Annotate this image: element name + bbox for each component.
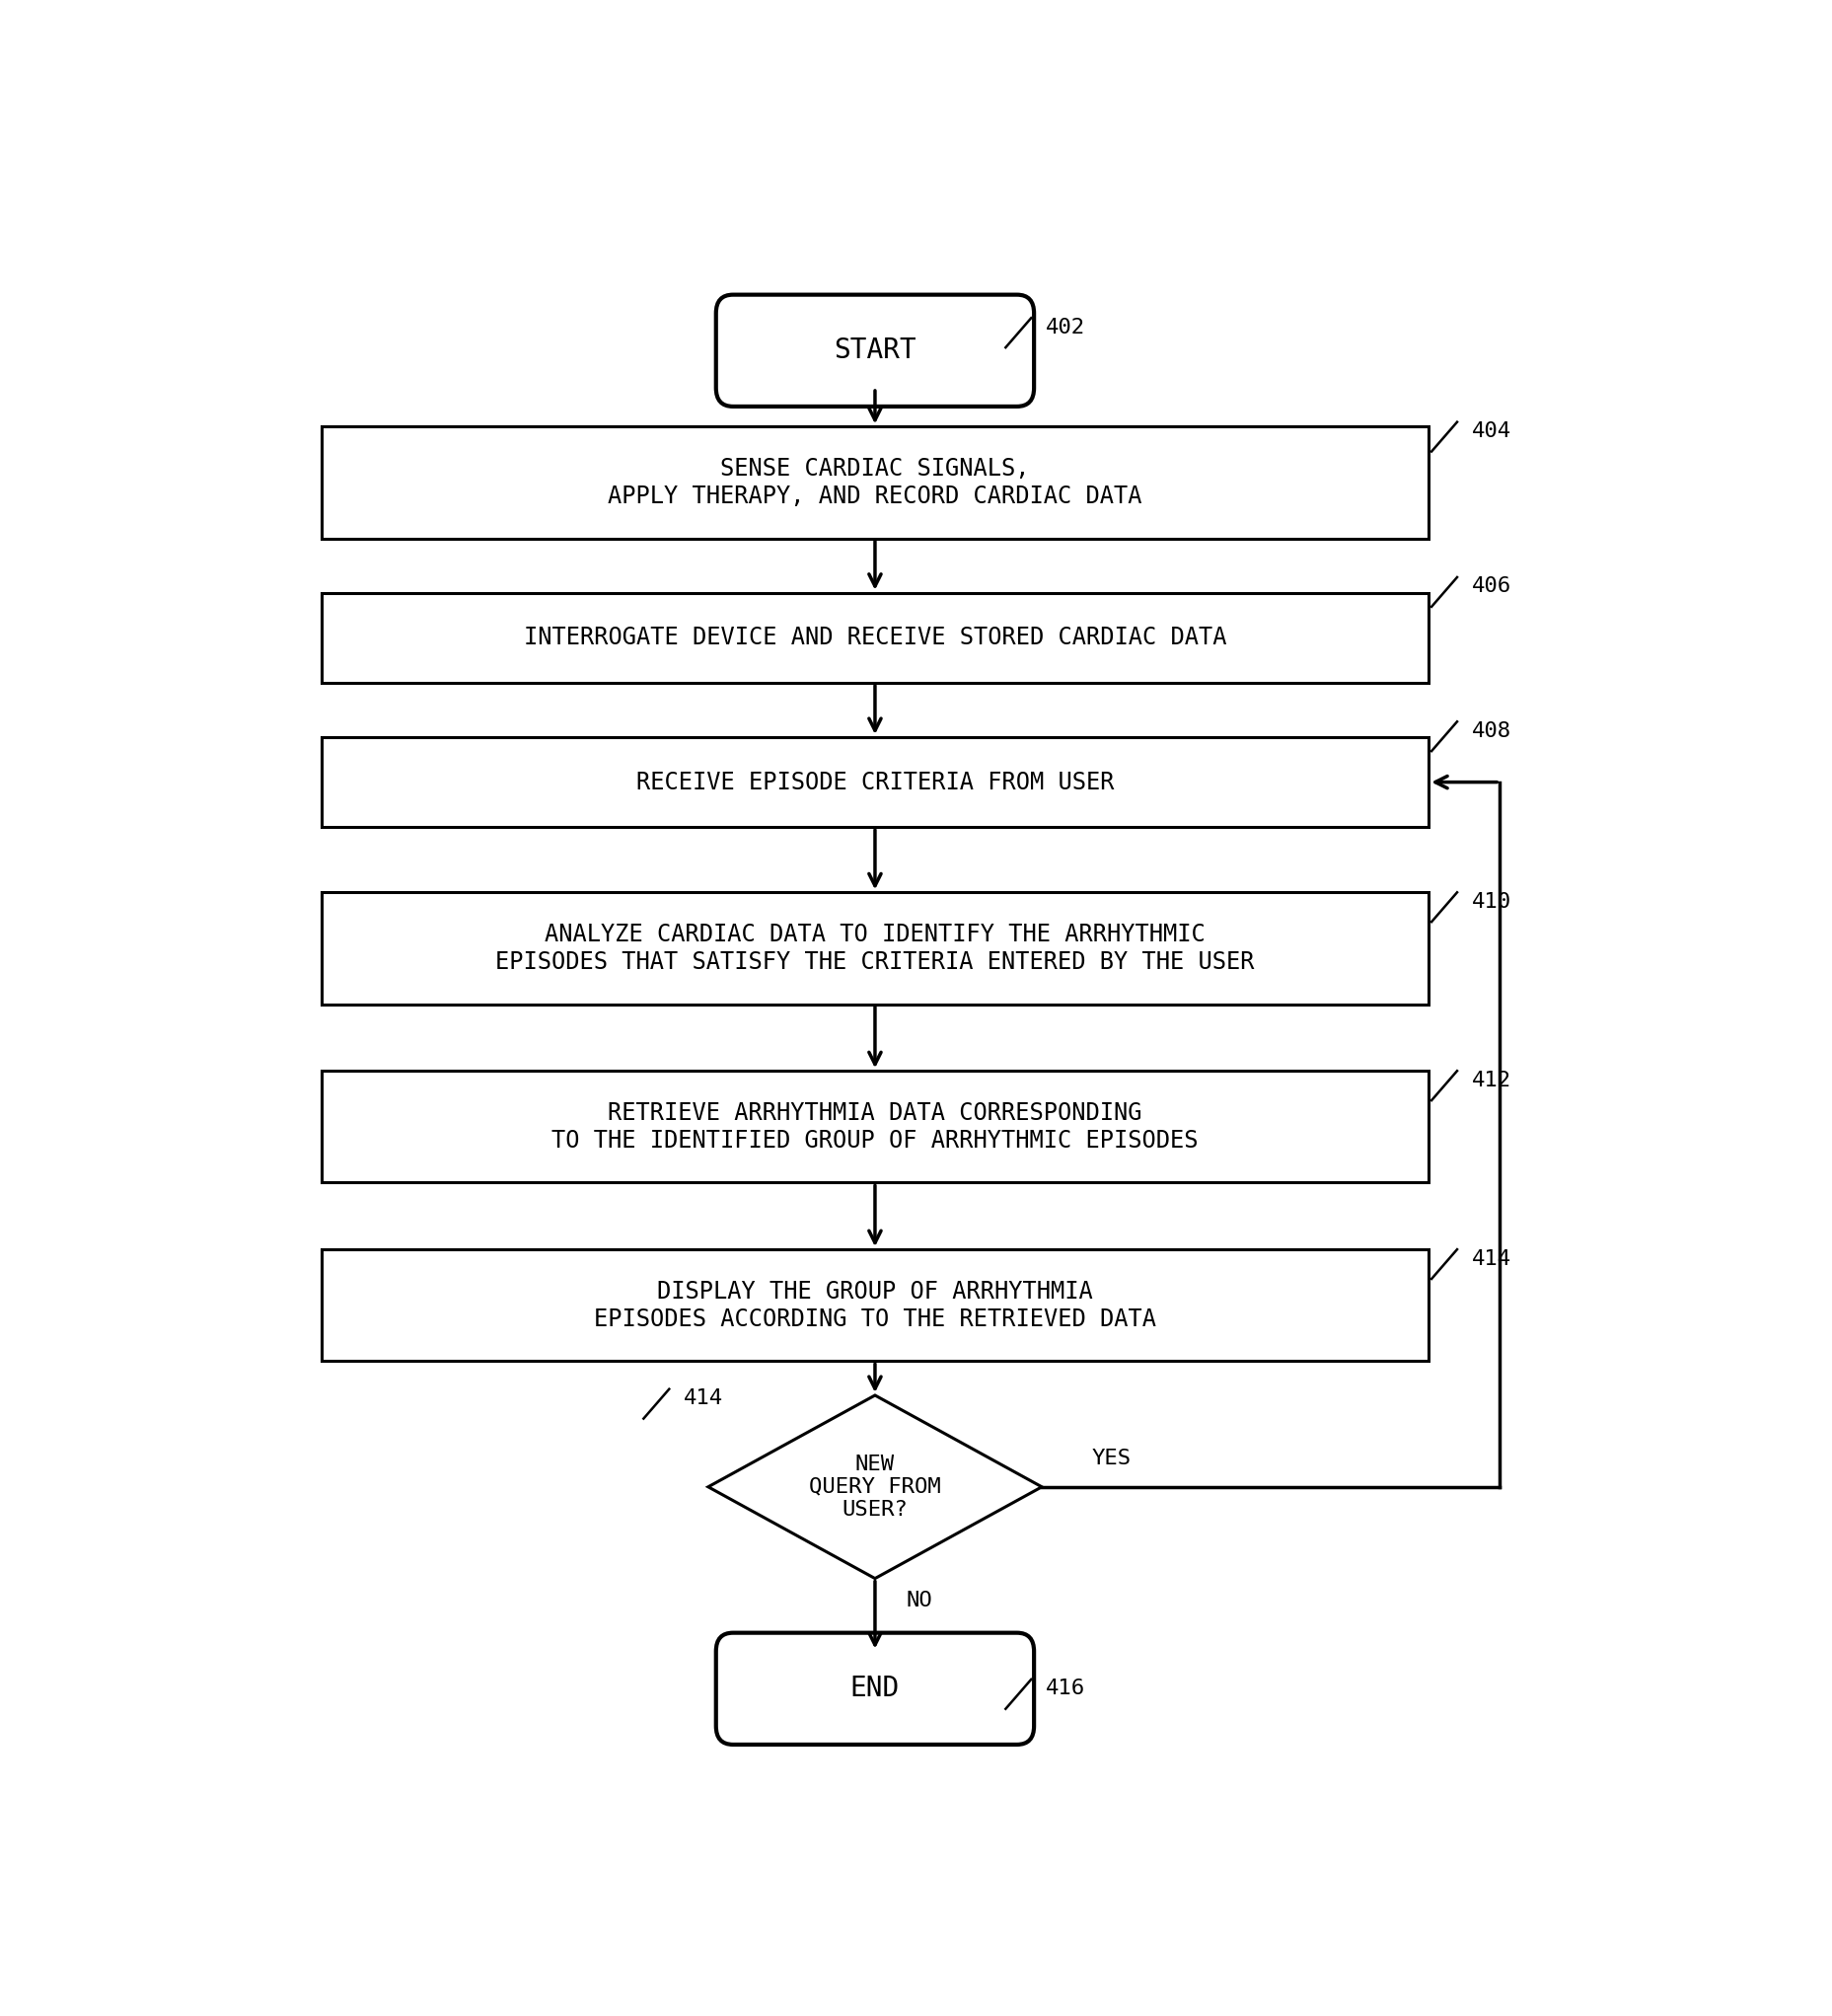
Text: INTERROGATE DEVICE AND RECEIVE STORED CARDIAC DATA: INTERROGATE DEVICE AND RECEIVE STORED CA… (524, 625, 1226, 649)
Text: 404: 404 (1471, 421, 1511, 442)
Polygon shape (709, 1395, 1042, 1579)
Text: 416: 416 (1046, 1679, 1085, 1699)
Text: NO: NO (907, 1591, 932, 1611)
Text: ANALYZE CARDIAC DATA TO IDENTIFY THE ARRHYTHMIC
EPISODES THAT SATISFY THE CRITER: ANALYZE CARDIAC DATA TO IDENTIFY THE ARR… (495, 923, 1255, 974)
Bar (321, 738, 1429, 827)
Text: SENSE CARDIAC SIGNALS,
APPLY THERAPY, AND RECORD CARDIAC DATA: SENSE CARDIAC SIGNALS, APPLY THERAPY, AN… (608, 458, 1141, 508)
Text: YES: YES (1092, 1450, 1130, 1468)
Text: 410: 410 (1471, 891, 1511, 911)
FancyBboxPatch shape (716, 1633, 1033, 1744)
Text: RECEIVE EPISODE CRITERIA FROM USER: RECEIVE EPISODE CRITERIA FROM USER (636, 770, 1114, 794)
Text: 412: 412 (1471, 1070, 1511, 1091)
FancyBboxPatch shape (716, 294, 1033, 407)
Text: NEW
QUERY FROM
USER?: NEW QUERY FROM USER? (810, 1454, 942, 1520)
Bar (321, 427, 1429, 538)
Text: 414: 414 (1471, 1248, 1511, 1268)
Text: 408: 408 (1471, 722, 1511, 740)
Bar (321, 1070, 1429, 1183)
Text: RETRIEVE ARRHYTHMIA DATA CORRESPONDING
TO THE IDENTIFIED GROUP OF ARRHYTHMIC EPI: RETRIEVE ARRHYTHMIA DATA CORRESPONDING T… (551, 1101, 1198, 1153)
Bar (321, 893, 1429, 1004)
Bar (321, 1250, 1429, 1361)
Bar (321, 593, 1429, 683)
Text: END: END (850, 1675, 900, 1702)
Text: START: START (834, 337, 916, 365)
Text: 406: 406 (1471, 577, 1511, 597)
Text: 402: 402 (1046, 317, 1085, 337)
Text: DISPLAY THE GROUP OF ARRHYTHMIA
EPISODES ACCORDING TO THE RETRIEVED DATA: DISPLAY THE GROUP OF ARRHYTHMIA EPISODES… (594, 1280, 1156, 1331)
Text: 414: 414 (683, 1389, 724, 1409)
